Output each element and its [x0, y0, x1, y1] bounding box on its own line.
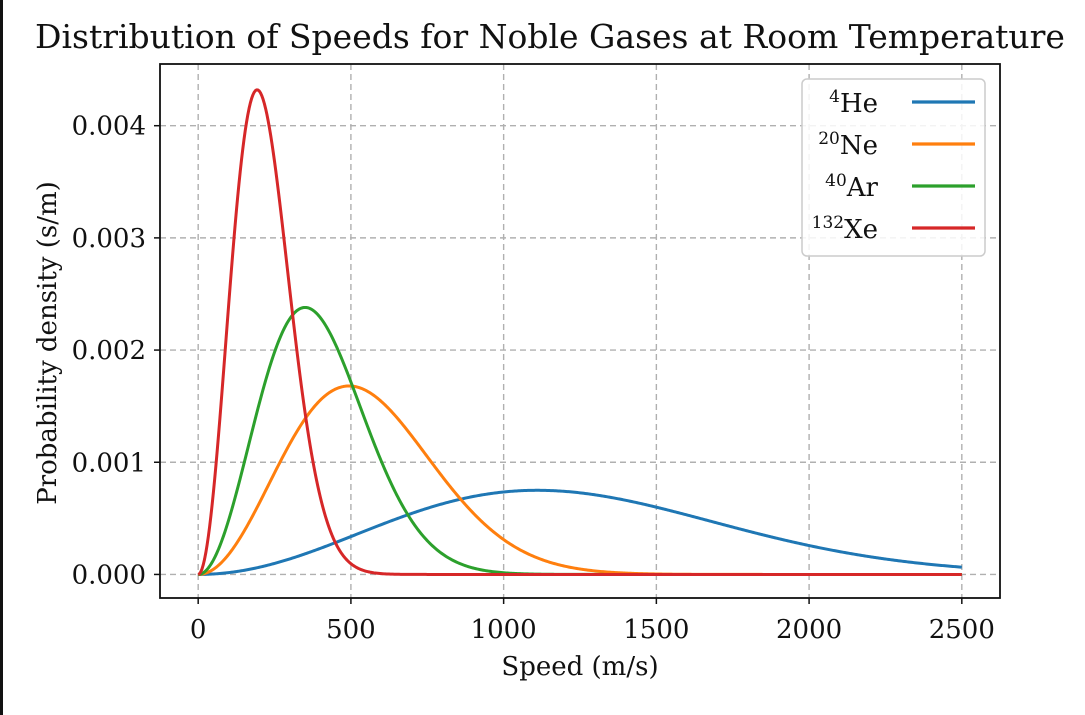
- legend-element-symbol: Xe: [844, 215, 878, 245]
- series-line-ne: [197, 384, 963, 576]
- y-tick-label: 0.001: [72, 448, 146, 478]
- legend-label-he: 4He: [829, 87, 878, 119]
- x-axis-ticks: 0 500 1000 1500 2000 2500: [190, 598, 995, 645]
- legend-element-symbol: He: [840, 89, 878, 119]
- y-axis-ticks: 0.000 0.001 0.002 0.003 0.004: [72, 112, 160, 590]
- x-tick-label: 1500: [623, 615, 689, 645]
- legend-label-ne: 20Ne: [818, 129, 878, 161]
- x-tick-label: 2500: [929, 615, 995, 645]
- plot-area-border: [159, 63, 1001, 599]
- series-line-xe: [197, 88, 963, 576]
- series-line-ar: [197, 305, 963, 576]
- legend-element-symbol: Ne: [840, 131, 878, 161]
- x-tick-label: 500: [326, 615, 376, 645]
- y-tick-label: 0.000: [72, 560, 146, 590]
- legend-mass-number: 20: [818, 129, 840, 149]
- series-lines: [197, 88, 963, 576]
- x-tick-label: 0: [190, 615, 207, 645]
- y-tick-label: 0.004: [72, 112, 146, 142]
- x-axis-label: Speed (m/s): [501, 652, 658, 682]
- y-axis-label: Probability density (s/m): [33, 181, 63, 505]
- legend-label-ar: 40Ar: [825, 171, 878, 203]
- legend-mass-number: 4: [829, 87, 840, 107]
- legend-mass-number: 132: [812, 213, 844, 233]
- x-tick-label: 2000: [776, 615, 842, 645]
- legend-mass-number: 40: [825, 171, 847, 191]
- x-tick-label: 1000: [471, 615, 537, 645]
- chart-title: Distribution of Speeds for Noble Gases a…: [35, 17, 1065, 56]
- window-edge: [0, 0, 3, 715]
- series-line-he: [197, 488, 963, 576]
- legend-element-symbol: Ar: [846, 173, 879, 203]
- y-tick-label: 0.003: [72, 224, 146, 254]
- legend-label-xe: 132Xe: [812, 213, 878, 245]
- y-tick-label: 0.002: [72, 336, 146, 366]
- legend-box: [801, 78, 986, 257]
